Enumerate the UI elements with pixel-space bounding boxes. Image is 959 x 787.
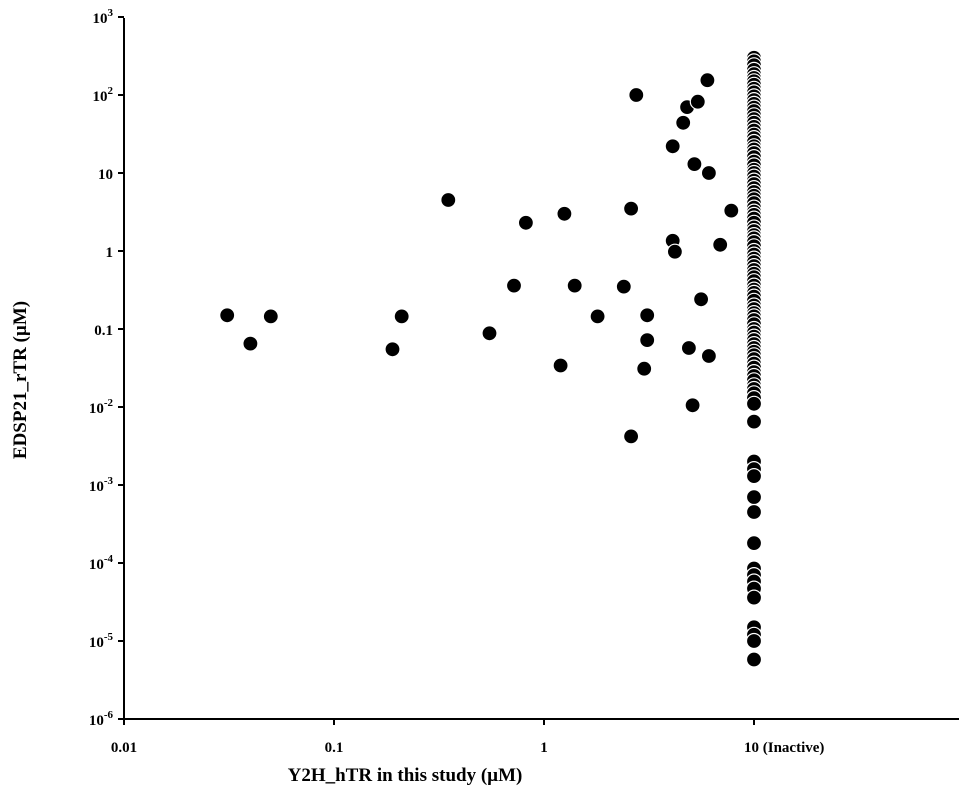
data-point (262, 308, 279, 325)
data-point (481, 325, 498, 342)
data-point (622, 428, 640, 445)
data-point (639, 307, 656, 324)
inactive-data-point (745, 413, 763, 430)
inactive-data-point (745, 651, 763, 668)
data-point (556, 205, 573, 222)
inactive-data-point (745, 489, 763, 506)
data-point (393, 308, 410, 325)
data-point (700, 164, 718, 182)
inactive-data-point (745, 534, 763, 552)
inactive-data-point (745, 589, 763, 606)
data-point (628, 86, 645, 104)
y-tick-label: 10-5 (89, 631, 114, 651)
x-tick-label: 10 (Inactive) (744, 740, 824, 756)
x-tick-label: 0.1 (325, 740, 344, 756)
data-point (384, 341, 401, 358)
inactive-data-point (745, 468, 763, 485)
points-layer (219, 49, 763, 668)
data-point (686, 156, 703, 173)
data-point (505, 277, 523, 294)
data-point (675, 114, 692, 131)
data-point (242, 335, 259, 352)
data-point (699, 72, 716, 89)
data-point (517, 214, 535, 231)
y-tick-label: 0.1 (94, 323, 113, 339)
data-point (615, 278, 632, 295)
data-point (639, 332, 656, 349)
data-point (219, 307, 236, 324)
y-tick-label: 10-4 (89, 553, 114, 573)
y-tick-label: 10-2 (89, 397, 114, 417)
data-point (552, 357, 569, 374)
x-axis-title: Y2H_hTR in this study (µM) (288, 765, 523, 786)
inactive-data-point (745, 395, 763, 412)
data-point (723, 202, 740, 219)
inactive-data-point (745, 503, 763, 521)
data-point (700, 347, 718, 365)
y-tick-label: 10 (98, 167, 113, 183)
ticks-layer: 0.01 0.1 1 10 (Inactive) 10-6 10-5 10-4 10-3 10-… (89, 7, 825, 756)
x-tick-label: 0.01 (111, 740, 137, 756)
data-point (684, 397, 701, 414)
data-point (689, 93, 706, 110)
data-point (712, 236, 729, 253)
data-point (566, 277, 583, 294)
data-point (622, 200, 640, 217)
y-tick-label: 102 (93, 85, 114, 105)
data-point (666, 243, 684, 260)
y-tick-label: 1 (106, 245, 114, 261)
y-axis-title: EDSP21_rTR (µM) (10, 301, 31, 459)
data-point (680, 339, 698, 357)
x-tick-label: 1 (540, 740, 548, 756)
data-point (440, 191, 457, 209)
inactive-data-point (745, 632, 763, 650)
y-tick-label: 10-6 (89, 709, 114, 729)
y-tick-label: 103 (93, 7, 114, 27)
data-point (664, 138, 681, 155)
data-point (636, 360, 653, 377)
axes-layer (123, 18, 959, 720)
y-tick-label: 10-3 (89, 475, 114, 495)
data-point (692, 291, 710, 308)
data-point (589, 308, 606, 325)
